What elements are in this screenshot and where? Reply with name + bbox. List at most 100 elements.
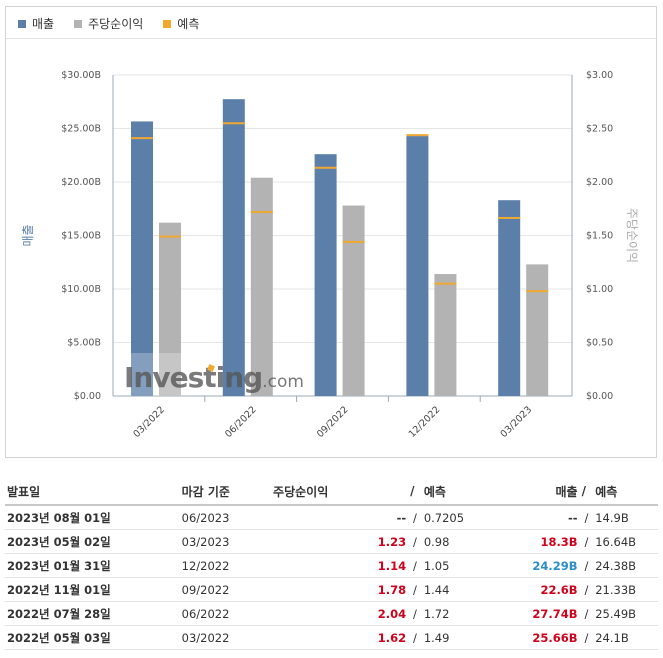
row-sep-2: /: [579, 553, 594, 578]
y-tick-label: $0.00: [74, 391, 101, 402]
y-tick-label: $5.00B: [67, 338, 101, 349]
y-tick-label: $25.00B: [61, 124, 101, 135]
row-date: 2023년 08월 01일: [5, 505, 180, 530]
row-revenue: 27.74B: [488, 601, 580, 626]
row-date: 2022년 05월 03일: [5, 625, 180, 650]
row-revenue: --: [488, 505, 580, 530]
earnings-table: 발표일 마감 기준 주당순이익 / 예측 매출 / 예측 2023년 08월 0…: [5, 478, 658, 650]
table-row: 2023년 08월 01일 06/2023 --/0.7205 --/14.9B: [5, 505, 658, 530]
y2-tick-label: $1.50: [586, 231, 613, 242]
row-eps: 2.04: [271, 601, 409, 626]
revenue-bar: [406, 136, 429, 397]
row-period: 12/2022: [179, 553, 272, 578]
y2-tick-label: $1.00: [586, 284, 613, 295]
eps-bar: [434, 274, 457, 396]
legend-divider: [6, 38, 656, 39]
row-eps: --: [271, 505, 409, 530]
watermark-fade: [131, 353, 181, 396]
revenue-forecast-marker: [222, 122, 245, 125]
row-sep: /: [408, 505, 422, 530]
x-tick-label: 03/2022: [131, 404, 167, 440]
legend-item-eps[interactable]: 주당순이익: [74, 15, 143, 32]
eps-forecast-marker: [434, 282, 457, 285]
eps-forecast-marker: [159, 235, 181, 238]
row-eps: 1.62: [271, 625, 409, 650]
revenue-forecast-marker: [406, 134, 429, 137]
row-period: 03/2022: [179, 625, 272, 650]
header-eps-forecast[interactable]: 예측: [421, 478, 489, 506]
header-sep: /: [408, 478, 422, 506]
row-revenue-forecast: 24.38B: [593, 553, 658, 578]
chart-legend: 매출 주당순이익 예측: [18, 15, 199, 32]
x-tick-label: 12/2022: [407, 404, 443, 440]
y-tick-label: $20.00B: [61, 177, 101, 188]
eps-forecast-marker: [526, 290, 549, 293]
table-header-row: 발표일 마감 기준 주당순이익 / 예측 매출 / 예측: [5, 478, 658, 506]
watermark-logo: Investing.com: [124, 361, 304, 394]
y-tick-label: $10.00B: [61, 284, 101, 295]
revenue-forecast-marker: [314, 166, 337, 169]
y2-tick-label: $2.00: [586, 177, 613, 188]
table-row: 2023년 01월 31일 12/2022 1.14/1.05 24.29B/24.3…: [5, 553, 658, 578]
row-sep: /: [408, 577, 422, 602]
row-date: 2022년 11월 01일: [5, 577, 180, 602]
forecast-swatch-icon: [163, 19, 172, 28]
revenue-forecast-marker: [498, 216, 521, 219]
row-revenue: 22.6B: [488, 577, 580, 602]
revenue-swatch-icon: [18, 19, 26, 28]
row-eps: 1.78: [271, 577, 409, 602]
row-eps-forecast: 0.98: [421, 529, 489, 554]
row-sep: /: [408, 625, 422, 650]
table-row: 2022년 07월 28일 06/2022 2.04/1.72 27.74B/25.4…: [5, 601, 658, 626]
y-tick-label: $30.00B: [61, 70, 101, 81]
eps-forecast-marker: [250, 210, 273, 213]
x-tick-label: 09/2022: [315, 404, 351, 440]
revenue-bar: [131, 121, 153, 397]
header-period[interactable]: 마감 기준: [179, 478, 272, 506]
row-date: 2023년 05월 02일: [5, 529, 180, 554]
y2-tick-label: $0.50: [586, 338, 613, 349]
eps-bar: [526, 264, 549, 396]
row-sep: /: [408, 601, 422, 626]
row-sep-2: /: [579, 601, 594, 626]
watermark-suffix: .com: [262, 372, 304, 392]
row-sep-2: /: [579, 577, 594, 602]
x-tick-label: 03/2023: [499, 404, 535, 440]
revenue-bar: [498, 200, 521, 396]
y2-tick-label: $2.50: [586, 124, 613, 135]
legend-item-forecast[interactable]: 예측: [163, 15, 199, 32]
row-period: 06/2022: [179, 601, 272, 626]
earnings-chart: 매출 주당순이익 예측 $0.00 $0.00 $5.00B $0.50 $10.00B…: [5, 6, 657, 458]
row-eps: 1.14: [271, 553, 409, 578]
row-eps-forecast: 0.7205: [421, 505, 489, 530]
header-eps[interactable]: 주당순이익: [271, 478, 409, 506]
revenue-bar: [314, 154, 337, 396]
eps-bar: [159, 222, 181, 396]
row-eps-forecast: 1.49: [421, 625, 489, 650]
y2-tick-label: $3.00: [586, 70, 613, 81]
row-revenue: 18.3B: [488, 529, 580, 554]
row-sep-2: /: [579, 505, 594, 530]
header-date[interactable]: 발표일: [5, 478, 180, 506]
chart-plot: $0.00 $0.00 $5.00B $0.50 $10.00B $1.00 $15.00B…: [21, 70, 639, 440]
row-revenue-forecast: 14.9B: [593, 505, 658, 530]
header-revenue-forecast[interactable]: 예측: [593, 478, 658, 506]
row-eps-forecast: 1.05: [421, 553, 489, 578]
row-eps-forecast: 1.44: [421, 577, 489, 602]
legend-label-forecast: 예측: [177, 17, 200, 31]
legend-item-revenue[interactable]: 매출: [18, 15, 54, 32]
row-revenue: 25.66B: [488, 625, 580, 650]
header-sep-2: /: [579, 478, 594, 506]
row-period: 06/2023: [179, 505, 272, 530]
row-revenue-forecast: 25.49B: [593, 601, 658, 626]
legend-label-eps: 주당순이익: [88, 17, 144, 31]
header-revenue[interactable]: 매출: [488, 478, 580, 506]
header-eps-label: 주당순이익: [273, 484, 329, 499]
table-row: 2022년 05월 03일 03/2022 1.62/1.49 25.66B/24.1…: [5, 625, 658, 650]
row-sep-2: /: [579, 529, 594, 554]
revenue-bar: [222, 99, 245, 396]
row-date: 2023년 01월 31일: [5, 553, 180, 578]
header-revenue-label: 매출: [555, 484, 578, 499]
watermark-dot-icon: [207, 364, 215, 372]
revenue-forecast-marker: [131, 137, 153, 140]
